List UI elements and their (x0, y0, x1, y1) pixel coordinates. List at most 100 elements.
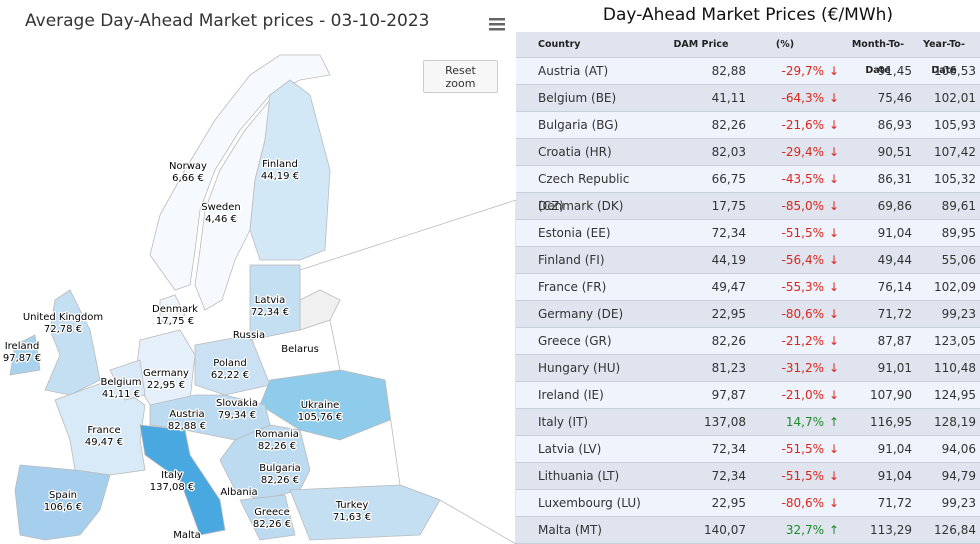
table-cell: 66,75 (711, 172, 746, 186)
table-cell: Estonia (EE) (538, 226, 611, 240)
table-cell: 82,26 (711, 118, 746, 132)
table-cell: 14,7% (785, 415, 824, 429)
country-label: Germany (143, 368, 189, 379)
table-cell: Croatia (HR) (538, 145, 612, 159)
table-cell: -55,3% (781, 280, 824, 294)
reset-zoom-button[interactable]: Reset zoom (423, 60, 498, 93)
table-cell: Lithuania (LT) (538, 469, 620, 483)
column-header: Year-To-Date (923, 39, 965, 76)
price-label: 82,26 € (258, 441, 296, 452)
table-row: Germany (DE) 22,95 -80,6% ↓ 71,72 99,23 (516, 301, 980, 328)
table-cell: 81,23 (711, 361, 746, 375)
table-cell: 86,93 (877, 118, 912, 132)
table-cell: 106,53 (934, 64, 976, 78)
country-label: Ireland (5, 341, 40, 352)
table-cell: Austria (AT) (538, 64, 609, 78)
table-cell: 89,61 (941, 199, 976, 213)
table-cell: 44,19 (711, 253, 746, 267)
table-cell: 99,23 (941, 496, 976, 510)
table-cell: 49,44 (877, 253, 912, 267)
table-cell: 75,46 (877, 91, 912, 105)
country-shape (44, 289, 101, 396)
table-header: Country DAM Price (%) Month-To-Date Year-To-… (516, 32, 980, 76)
table-cell: 55,06 (941, 253, 976, 267)
table-cell: 94,79 (941, 469, 976, 483)
table-cell: 17,75 (711, 199, 746, 213)
country-label: Denmark (152, 304, 198, 315)
table-cell: 72,34 (711, 469, 746, 483)
down-arrow: ↓ (828, 496, 840, 510)
table-cell: Luxembourg (LU) (538, 496, 641, 510)
country-label: France (87, 425, 120, 436)
table-row: Italy (IT) 137,08 14,7% ↑ 116,95 128,19 (516, 409, 980, 436)
country-label: Romania (255, 429, 299, 440)
table-cell: Czech Republic (CZ) (538, 172, 630, 213)
down-arrow: ↓ (828, 172, 840, 186)
table-cell: -85,0% (781, 199, 824, 213)
country-shape (149, 54, 331, 291)
column-header: (%) (775, 39, 795, 50)
country-label: Sweden (201, 202, 241, 213)
down-arrow: ↓ (828, 334, 840, 348)
table-cell: 71,72 (877, 307, 912, 321)
country-label: Austria (169, 409, 204, 420)
table-cell: Finland (FI) (538, 253, 605, 267)
table-row: Hungary (HU) 81,23 -31,2% ↓ 91,01 110,48 (516, 355, 980, 382)
price-label: 22,95 € (147, 380, 185, 391)
table-cell: -21,0% (781, 388, 824, 402)
country-label: Belarus (281, 344, 319, 355)
table-cell: 107,42 (934, 145, 976, 159)
table-cell: 91,04 (877, 442, 912, 456)
spacer (824, 32, 844, 57)
country-shape (14, 464, 111, 541)
table-cell: 82,26 (711, 334, 746, 348)
table-body: Country DAM Price (%) Month-To-Date Year-To-… (516, 32, 980, 544)
country-label: Albania (220, 487, 257, 498)
table-cell: 41,11 (711, 91, 746, 105)
country-label: Ukraine (301, 400, 340, 411)
table-cell: Belgium (BE) (538, 91, 617, 105)
table-row: Austria (AT) 82,88 -29,7% ↓ 91,45 106,53 (516, 58, 980, 85)
menu-icon[interactable] (489, 18, 505, 31)
table-cell: Bulgaria (BG) (538, 118, 619, 132)
price-label: 17,75 € (156, 316, 194, 327)
table-row: Czech Republic (CZ) 66,75 -43,5% ↓ 86,31 105,… (516, 166, 980, 213)
country-shape (9, 334, 41, 376)
country-label: Greece (254, 507, 290, 518)
table-cell: -21,6% (781, 118, 824, 132)
table-cell: Denmark (DK) (538, 199, 624, 213)
table-cell: -29,7% (781, 64, 824, 78)
price-label: 72,34 € (251, 307, 289, 318)
map: Average Day-Ahead Market prices - 03-10-… (2, 11, 516, 544)
table-cell: 91,04 (877, 226, 912, 240)
price-label: 49,47 € (85, 437, 123, 448)
country-shape (139, 424, 226, 536)
table-row: Latvia (LV) 72,34 -51,5% ↓ 91,04 94,06 (516, 436, 980, 463)
table-cell: 113,29 (870, 523, 912, 537)
down-arrow: ↓ (828, 199, 840, 213)
table-row: Malta (MT) 140,07 32,7% ↑ 113,29 126,84 (516, 517, 980, 544)
table-row: Greece (GR) 82,26 -21,2% ↓ 87,87 123,05 (516, 328, 980, 355)
table-cell: 22,95 (711, 496, 746, 510)
country-shape (289, 484, 441, 541)
column-header: Country (538, 39, 581, 50)
table-cell: 76,14 (877, 280, 912, 294)
country-label: Finland (262, 159, 298, 170)
price-label: 79,34 € (218, 410, 256, 421)
country-label: Russia (233, 330, 265, 341)
price-label: 82,26 € (261, 475, 299, 486)
countries (9, 54, 516, 544)
table-title: Day-Ahead Market Prices (€/MWh) (602, 5, 894, 25)
table-row: Finland (FI) 44,19 -56,4% ↓ 49,44 55,06 (516, 247, 980, 274)
price-label: 6,66 € (172, 173, 204, 184)
column-header: Month-To-Date (851, 39, 905, 76)
table-cell: 72,34 (711, 442, 746, 456)
table-cell: -64,3% (781, 91, 824, 105)
price-label: 105,76 € (298, 412, 343, 423)
country-shape (259, 369, 391, 441)
table-cell: 91,04 (877, 469, 912, 483)
country-label: Poland (213, 358, 246, 369)
table-cell: 82,88 (711, 64, 746, 78)
table-cell: 71,72 (877, 496, 912, 510)
